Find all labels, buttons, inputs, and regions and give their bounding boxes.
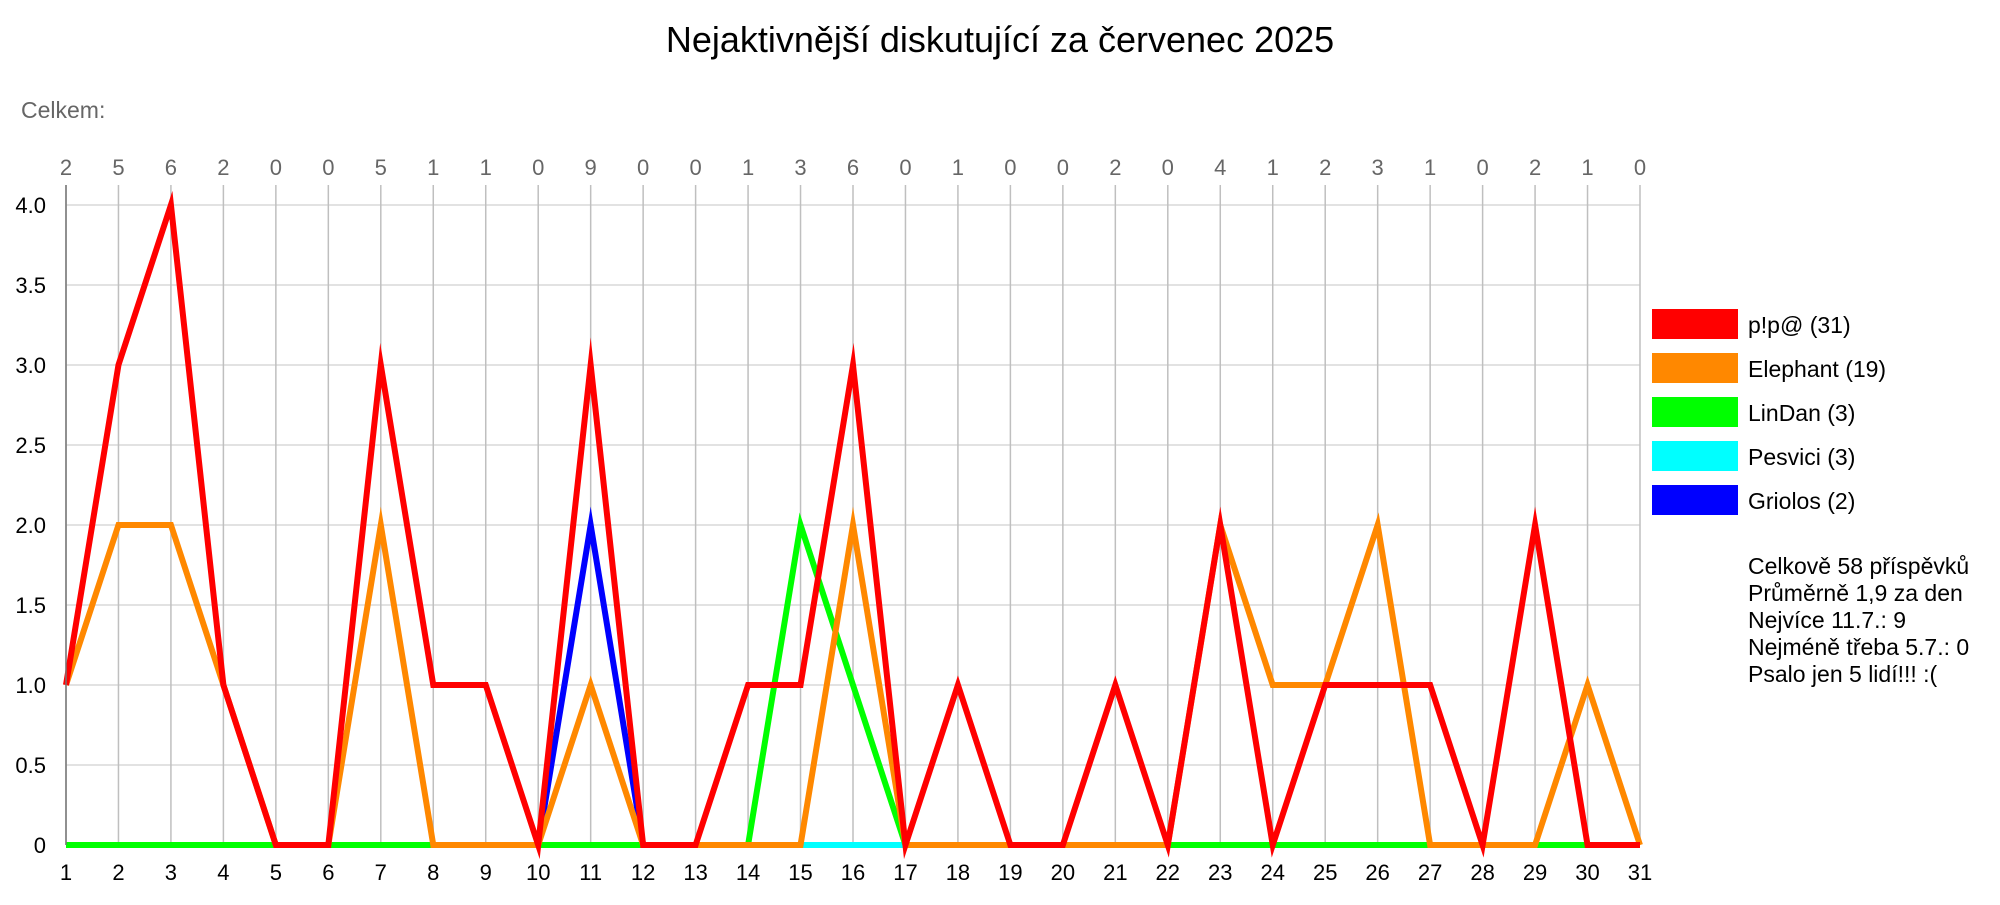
daily-total-label: 0	[1057, 155, 1069, 180]
daily-total-label: 1	[427, 155, 439, 180]
daily-total-label: 0	[1476, 155, 1488, 180]
daily-total-label: 1	[952, 155, 964, 180]
daily-total-label: 0	[270, 155, 282, 180]
x-tick-label: 28	[1470, 860, 1494, 885]
daily-total-label: 2	[60, 155, 72, 180]
x-tick-label: 27	[1418, 860, 1442, 885]
x-tick-label: 12	[631, 860, 655, 885]
legend-label: Elephant (19)	[1748, 356, 1886, 382]
x-tick-label: 31	[1628, 860, 1652, 885]
x-tick-label: 13	[683, 860, 707, 885]
x-tick-label: 22	[1156, 860, 1180, 885]
x-tick-label: 15	[788, 860, 812, 885]
y-tick-label: 3.0	[15, 353, 46, 378]
y-tick-label: 3.5	[15, 273, 46, 298]
daily-total-label: 2	[1109, 155, 1121, 180]
daily-total-label: 9	[585, 155, 597, 180]
y-tick-label: 2.5	[15, 433, 46, 458]
legend-label: LinDan (3)	[1748, 400, 1855, 426]
x-tick-label: 29	[1523, 860, 1547, 885]
x-tick-label: 1	[60, 860, 72, 885]
legend-swatch	[1652, 441, 1738, 471]
legend-swatch	[1652, 309, 1738, 339]
daily-total-label: 3	[794, 155, 806, 180]
axis-layer: 00.51.01.52.02.53.03.54.0122536425060758…	[15, 155, 1652, 885]
legend: p!p@ (31) Elephant (19) LinDan (3) Pesvici …	[1652, 309, 1886, 515]
daily-total-label: 1	[742, 155, 754, 180]
x-tick-label: 10	[526, 860, 550, 885]
daily-total-label: 1	[1267, 155, 1279, 180]
y-tick-label: 2.0	[15, 513, 46, 538]
stats-line: Nejvíce 11.7.: 9	[1748, 607, 1906, 633]
stats-line: Nejméně třeba 5.7.: 0	[1748, 634, 1969, 660]
stats-line: Průměrně 1,9 za den	[1748, 580, 1963, 606]
daily-total-label: 5	[112, 155, 124, 180]
daily-total-label: 6	[847, 155, 859, 180]
y-tick-label: 1.0	[15, 673, 46, 698]
x-tick-label: 11	[579, 860, 602, 885]
daily-total-label: 1	[1581, 155, 1593, 180]
stats-line: Celkově 58 příspěvků	[1748, 553, 1969, 579]
daily-total-label: 0	[1004, 155, 1016, 180]
daily-total-label: 6	[165, 155, 177, 180]
x-tick-label: 30	[1575, 860, 1599, 885]
daily-total-label: 2	[1529, 155, 1541, 180]
series-layer	[63, 190, 1643, 860]
legend-label: Griolos (2)	[1748, 488, 1855, 514]
stats-line: Psalo jen 5 lidí!!! :(	[1748, 661, 1938, 687]
x-tick-label: 20	[1051, 860, 1075, 885]
x-tick-label: 2	[112, 860, 124, 885]
daily-total-label: 0	[322, 155, 334, 180]
daily-total-label: 4	[1214, 155, 1226, 180]
series-line	[63, 190, 1640, 860]
legend-swatch	[1652, 485, 1738, 515]
x-tick-label: 16	[841, 860, 865, 885]
daily-total-label: 0	[1162, 155, 1174, 180]
daily-total-label: 0	[689, 155, 701, 180]
legend-swatch	[1652, 397, 1738, 427]
chart-title: Nejaktivnější diskutující za červenec 20…	[666, 19, 1334, 60]
x-tick-label: 21	[1103, 860, 1127, 885]
daily-total-label: 0	[1634, 155, 1646, 180]
daily-total-label: 5	[375, 155, 387, 180]
x-tick-label: 23	[1208, 860, 1232, 885]
x-tick-label: 3	[165, 860, 177, 885]
x-tick-label: 8	[427, 860, 439, 885]
legend-label: Pesvici (3)	[1748, 444, 1855, 470]
daily-total-label: 1	[1424, 155, 1436, 180]
x-tick-label: 7	[375, 860, 387, 885]
legend-swatch	[1652, 353, 1738, 383]
daily-total-label: 0	[899, 155, 911, 180]
totals-label: Celkem:	[21, 97, 105, 123]
x-tick-label: 5	[270, 860, 282, 885]
y-tick-label: 4.0	[15, 193, 46, 218]
daily-total-label: 2	[1319, 155, 1331, 180]
legend-label: p!p@ (31)	[1748, 312, 1851, 338]
x-tick-label: 26	[1365, 860, 1389, 885]
y-tick-label: 0.5	[15, 753, 46, 778]
daily-total-label: 3	[1372, 155, 1384, 180]
daily-total-label: 0	[532, 155, 544, 180]
x-tick-label: 9	[480, 860, 492, 885]
x-tick-label: 14	[736, 860, 760, 885]
x-tick-label: 25	[1313, 860, 1337, 885]
x-tick-label: 19	[998, 860, 1022, 885]
y-tick-label: 0	[34, 833, 46, 858]
x-tick-label: 17	[893, 860, 917, 885]
daily-total-label: 1	[480, 155, 492, 180]
x-tick-label: 6	[322, 860, 334, 885]
x-tick-label: 24	[1260, 860, 1284, 885]
daily-total-label: 0	[637, 155, 649, 180]
x-tick-label: 18	[946, 860, 970, 885]
x-tick-label: 4	[217, 860, 229, 885]
daily-total-label: 2	[217, 155, 229, 180]
y-tick-label: 1.5	[15, 593, 46, 618]
